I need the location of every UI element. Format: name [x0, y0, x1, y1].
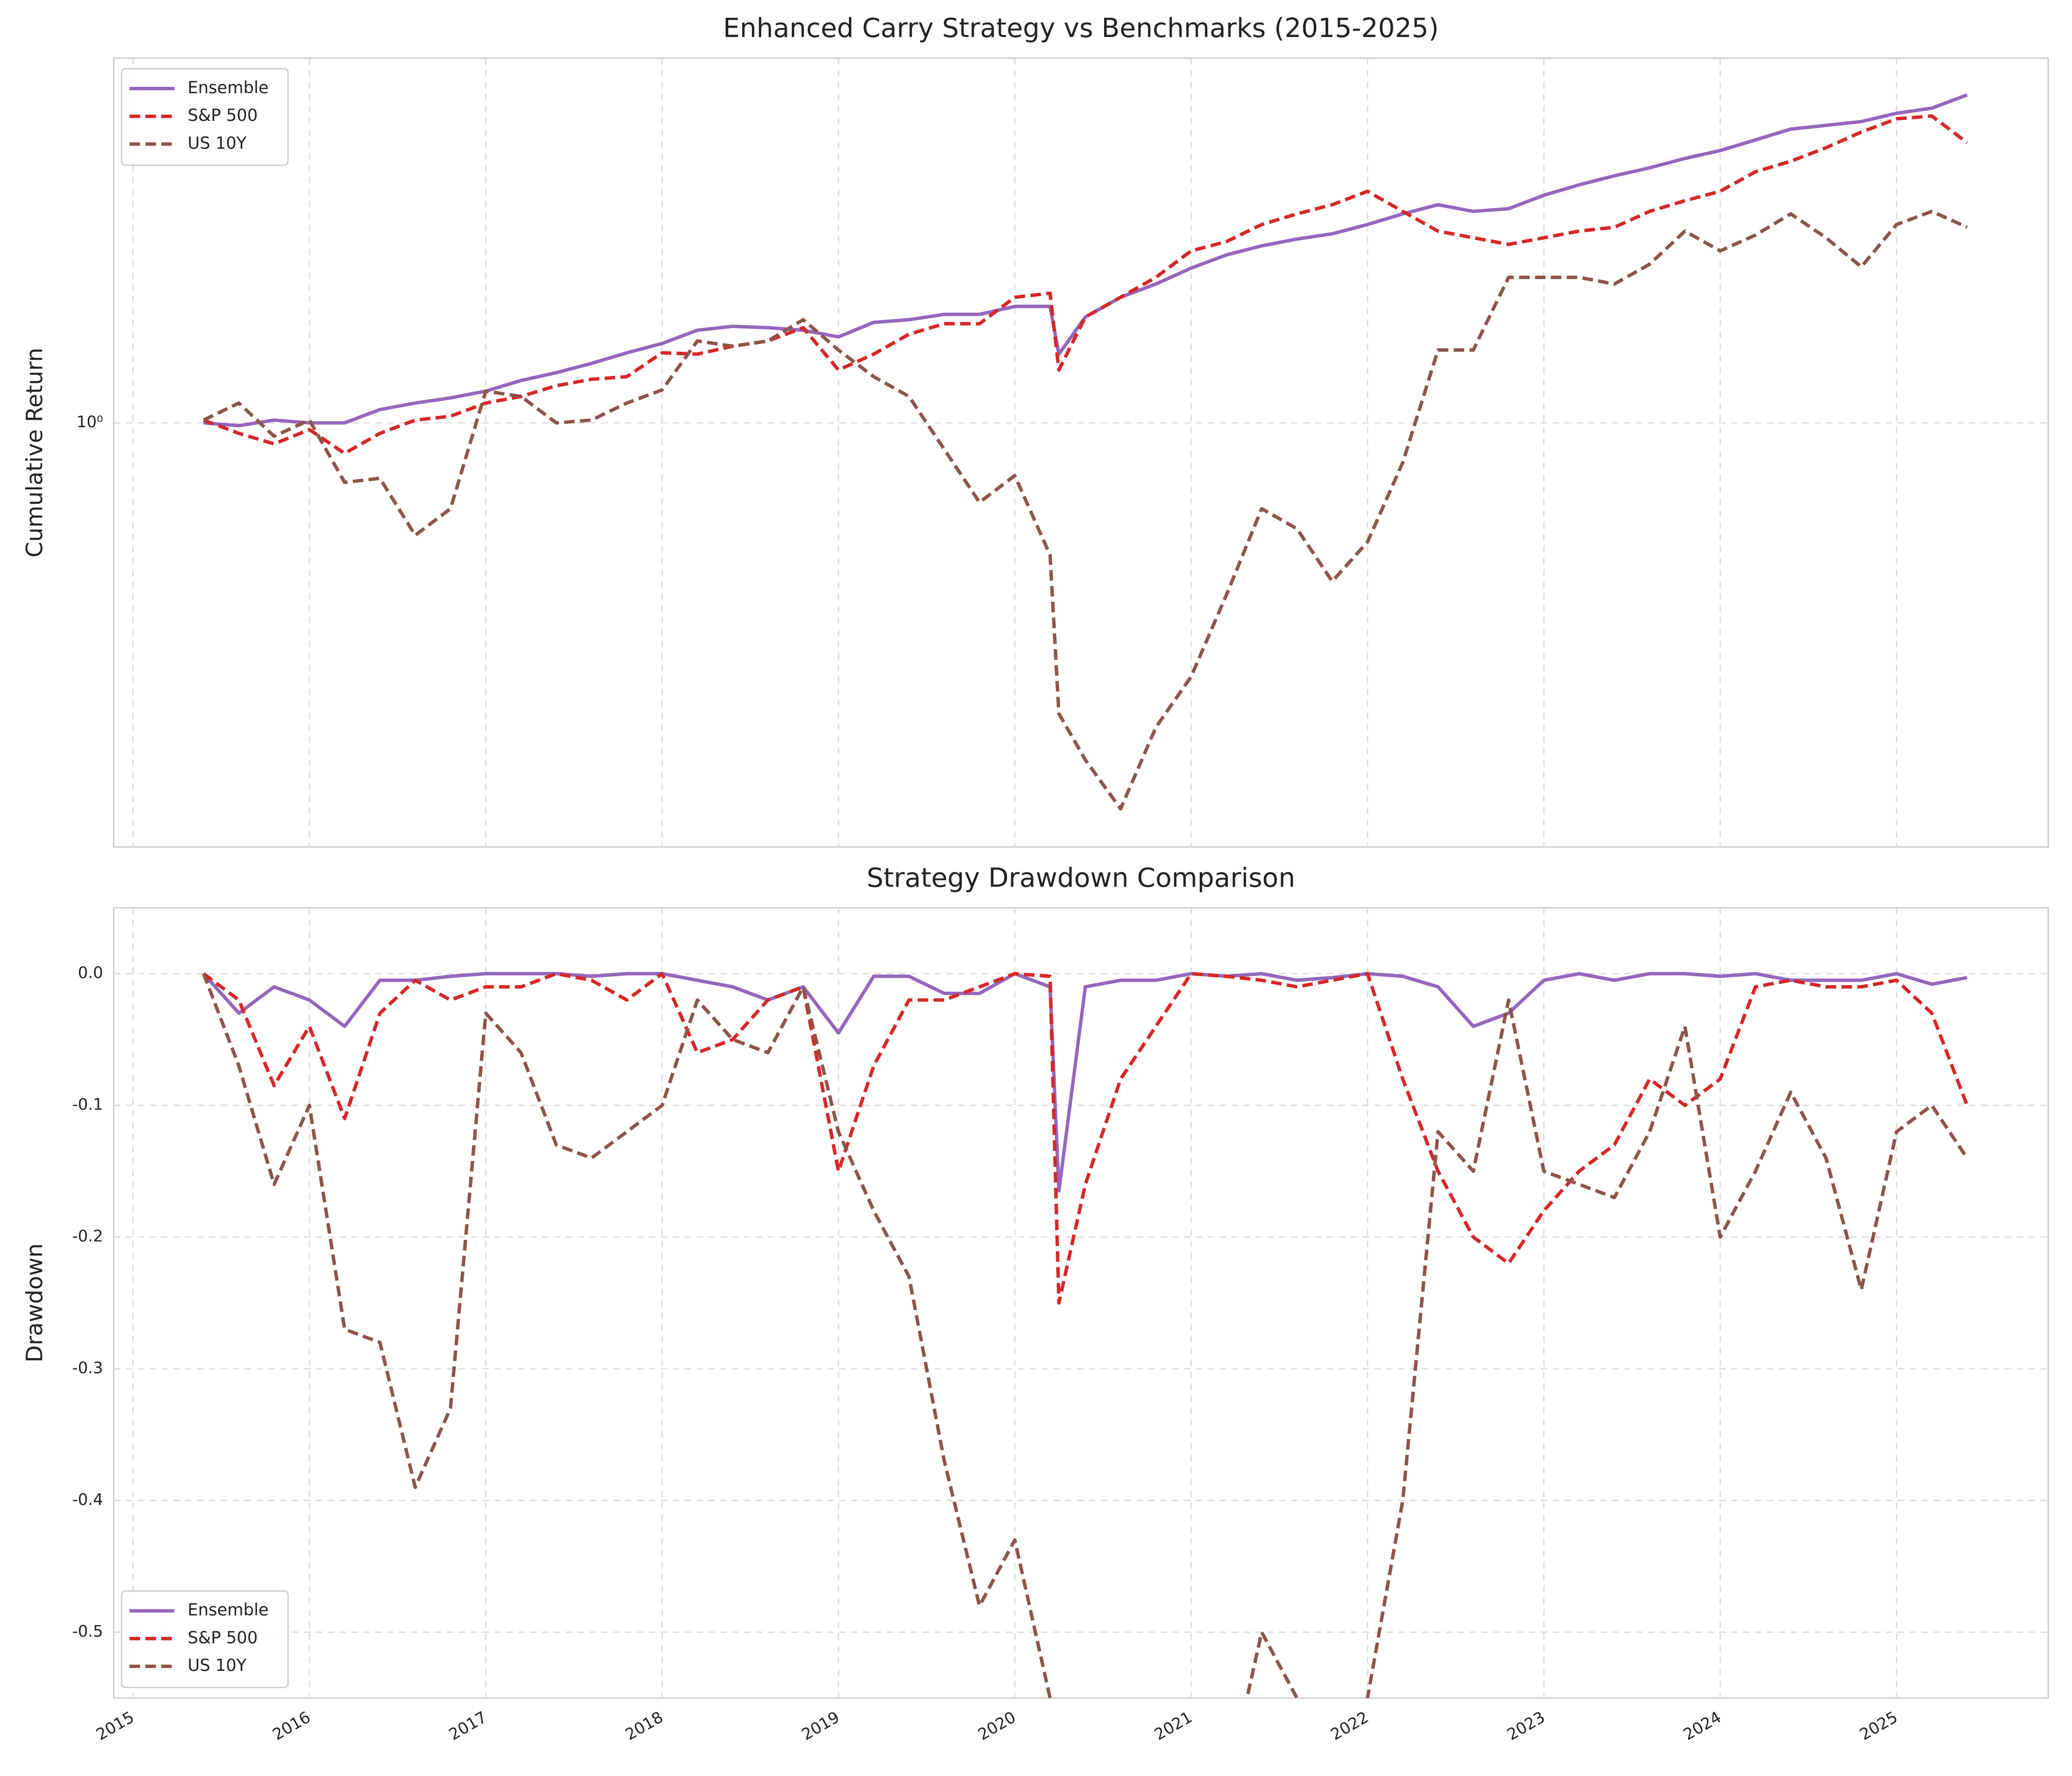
series-line	[202, 973, 1969, 1698]
legend-box	[121, 1590, 289, 1688]
y-tick-label: -0.5	[72, 1622, 103, 1640]
legend-label: Ensemble	[187, 1600, 268, 1620]
series-line	[202, 972, 1969, 1305]
y-axis-label: Cumulative Return	[22, 348, 48, 557]
y-axis-label: Drawdown	[22, 1243, 48, 1363]
plot-area	[113, 907, 2049, 1699]
series-line	[203, 93, 1968, 428]
y-tick-label: -0.3	[72, 1359, 103, 1377]
legend-label: S&P 500	[187, 1628, 258, 1647]
legend-label: S&P 500	[187, 106, 258, 125]
legend-box	[121, 68, 289, 166]
plot-area	[113, 57, 2049, 848]
y-tick-label: 0.0	[78, 963, 103, 982]
series-line	[203, 210, 1968, 811]
y-tick-label: 10⁰	[76, 412, 103, 431]
chart-title: Enhanced Carry Strategy vs Benchmarks (2…	[723, 12, 1439, 43]
y-tick-label: -0.1	[72, 1095, 103, 1114]
legend-label: Ensemble	[187, 78, 268, 97]
series-line	[202, 972, 1967, 1193]
chart-title: Strategy Drawdown Comparison	[867, 862, 1295, 893]
series-line	[203, 114, 1968, 455]
y-tick-label: -0.4	[72, 1490, 103, 1509]
legend-label: US 10Y	[187, 133, 247, 152]
y-tick-label: -0.2	[72, 1227, 103, 1246]
legend-label: US 10Y	[187, 1656, 247, 1675]
